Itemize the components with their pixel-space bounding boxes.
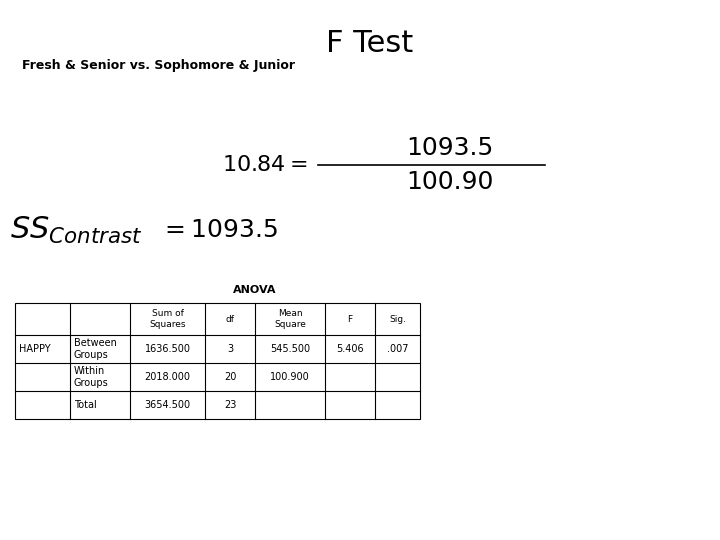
Text: 1093.5: 1093.5 — [406, 136, 494, 160]
Text: df: df — [225, 314, 235, 323]
Text: Sum of
Squares: Sum of Squares — [149, 309, 186, 329]
Text: $= 1093.5$: $= 1093.5$ — [160, 218, 278, 242]
Text: 20: 20 — [224, 372, 236, 382]
Text: Mean
Square: Mean Square — [274, 309, 306, 329]
Text: $10.84 =$: $10.84 =$ — [222, 155, 308, 175]
Text: $\mathit{SS}_{\mathit{Contrast}}$: $\mathit{SS}_{\mathit{Contrast}}$ — [10, 214, 143, 246]
Text: Sig.: Sig. — [389, 314, 406, 323]
Text: 100.900: 100.900 — [270, 372, 310, 382]
Text: 23: 23 — [224, 400, 236, 410]
Text: 2018.000: 2018.000 — [145, 372, 191, 382]
Text: ANOVA: ANOVA — [233, 285, 276, 295]
Text: F Test: F Test — [326, 29, 413, 57]
Text: Between
Groups: Between Groups — [74, 338, 117, 360]
Text: Within
Groups: Within Groups — [74, 366, 109, 388]
Text: 3: 3 — [227, 344, 233, 354]
Text: 5.406: 5.406 — [336, 344, 364, 354]
Text: HAPPY: HAPPY — [19, 344, 50, 354]
Text: 545.500: 545.500 — [270, 344, 310, 354]
Text: 100.90: 100.90 — [406, 170, 494, 194]
Bar — [15, 303, 420, 419]
Text: 1636.500: 1636.500 — [145, 344, 191, 354]
Text: 3654.500: 3654.500 — [145, 400, 191, 410]
Text: Total: Total — [74, 400, 96, 410]
Text: Fresh & Senior vs. Sophomore & Junior: Fresh & Senior vs. Sophomore & Junior — [22, 58, 295, 71]
Text: .007: .007 — [387, 344, 408, 354]
Text: F: F — [348, 314, 353, 323]
